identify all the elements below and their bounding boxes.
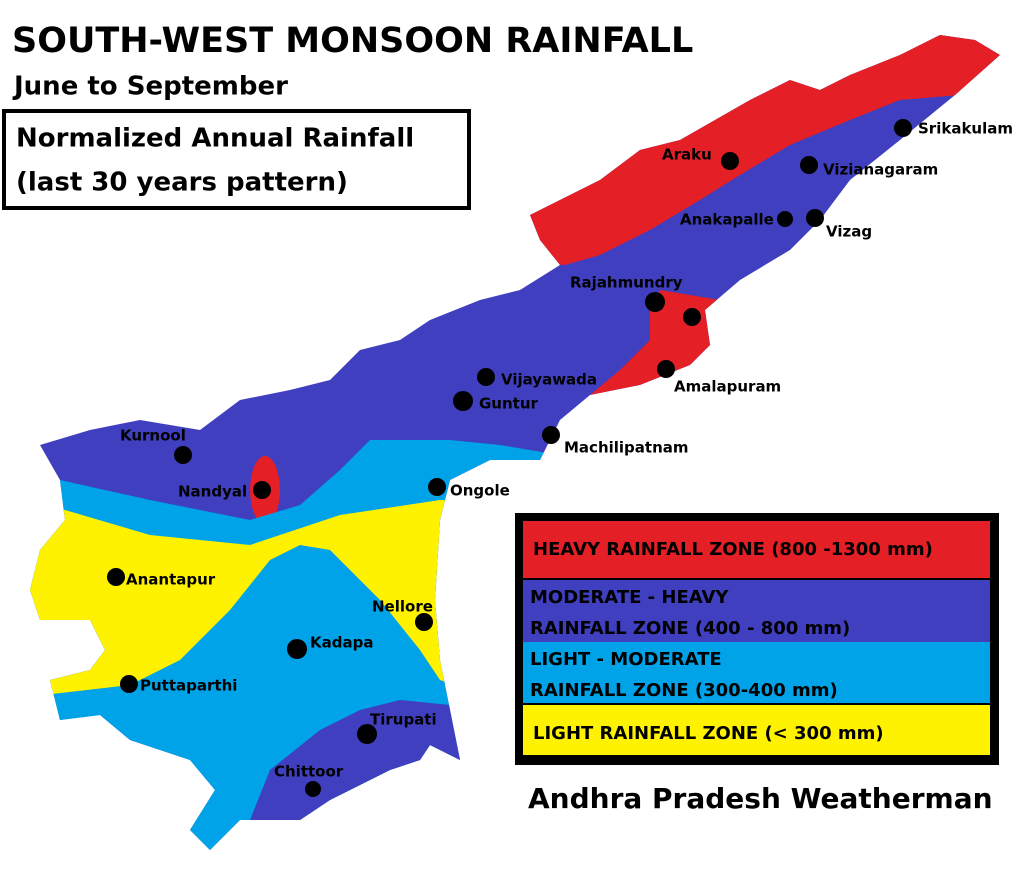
legend-label: LIGHT - MODERATE bbox=[530, 649, 722, 670]
city-label: Kadapa bbox=[310, 634, 373, 652]
city-label: Vizag bbox=[826, 223, 872, 241]
city-dot bbox=[645, 292, 665, 312]
legend-label: LIGHT RAINFALL ZONE (< 300 mm) bbox=[533, 723, 884, 744]
city-dot bbox=[357, 724, 377, 744]
city-label: Nandyal bbox=[178, 483, 247, 501]
city-dot bbox=[253, 481, 271, 499]
zone-heavy bbox=[500, 35, 1000, 265]
legend-swatch bbox=[523, 705, 990, 755]
city-dot bbox=[806, 209, 824, 227]
subtitle: June to September bbox=[12, 72, 288, 102]
city-dot bbox=[542, 426, 560, 444]
city-dot bbox=[453, 391, 473, 411]
city-label: Vijayawada bbox=[501, 371, 597, 389]
zone-light bbox=[30, 500, 470, 700]
city-label: Machilipatnam bbox=[564, 439, 689, 457]
legend-swatch bbox=[523, 642, 990, 703]
title: SOUTH-WEST MONSOON RAINFALL bbox=[12, 21, 693, 61]
city-dot bbox=[120, 675, 138, 693]
city-label: Rajahmundry bbox=[570, 274, 683, 292]
legend: HEAVY RAINFALL ZONE (800 -1300 mm) MODER… bbox=[515, 513, 999, 765]
city-label: Nellore bbox=[372, 598, 433, 616]
city-label: Srikakulam bbox=[918, 120, 1013, 138]
city-dot bbox=[287, 639, 307, 659]
city-label: Puttaparthi bbox=[140, 677, 237, 695]
zone-moderate-heavy bbox=[250, 700, 470, 830]
legend-label: RAINFALL ZONE (300-400 mm) bbox=[530, 680, 838, 701]
legend-label: HEAVY RAINFALL ZONE (800 -1300 mm) bbox=[533, 539, 933, 560]
legend-swatch bbox=[523, 521, 990, 578]
city-dot bbox=[777, 211, 793, 227]
city-label: Tirupati bbox=[370, 711, 437, 729]
city-dot bbox=[477, 368, 495, 386]
city-label: Anakapalle bbox=[680, 211, 774, 229]
credit: Andhra Pradesh Weatherman bbox=[528, 782, 993, 815]
city-label: Vizianagaram bbox=[823, 161, 938, 179]
city-label: Kurnool bbox=[120, 427, 186, 445]
city-dot bbox=[894, 119, 912, 137]
city-dot bbox=[721, 152, 739, 170]
city-dot bbox=[305, 781, 321, 797]
city-label: Araku bbox=[662, 146, 712, 164]
city-dot bbox=[800, 156, 818, 174]
note-box bbox=[2, 109, 471, 210]
city-label: Chittoor bbox=[274, 763, 344, 781]
legend-swatch bbox=[523, 580, 990, 642]
city-dot bbox=[683, 308, 701, 326]
city-label: Ongole bbox=[450, 482, 510, 500]
city-dot bbox=[428, 478, 446, 496]
note-line: (last 30 years pattern) bbox=[16, 168, 348, 198]
city-label: Amalapuram bbox=[674, 378, 781, 396]
cities: Srikakulam Araku Vizianagaram Anakapalle… bbox=[107, 119, 1013, 797]
city-dot bbox=[415, 613, 433, 631]
city-dot bbox=[657, 360, 675, 378]
note-line: Normalized Annual Rainfall bbox=[16, 124, 414, 154]
legend-label: RAINFALL ZONE (400 - 800 mm) bbox=[530, 618, 850, 639]
city-label: Guntur bbox=[479, 395, 539, 413]
city-label: Anantapur bbox=[126, 571, 216, 589]
zone-light-moderate bbox=[30, 440, 600, 850]
city-dot bbox=[174, 446, 192, 464]
city-dot bbox=[107, 568, 125, 586]
legend-label: MODERATE - HEAVY bbox=[530, 587, 729, 608]
